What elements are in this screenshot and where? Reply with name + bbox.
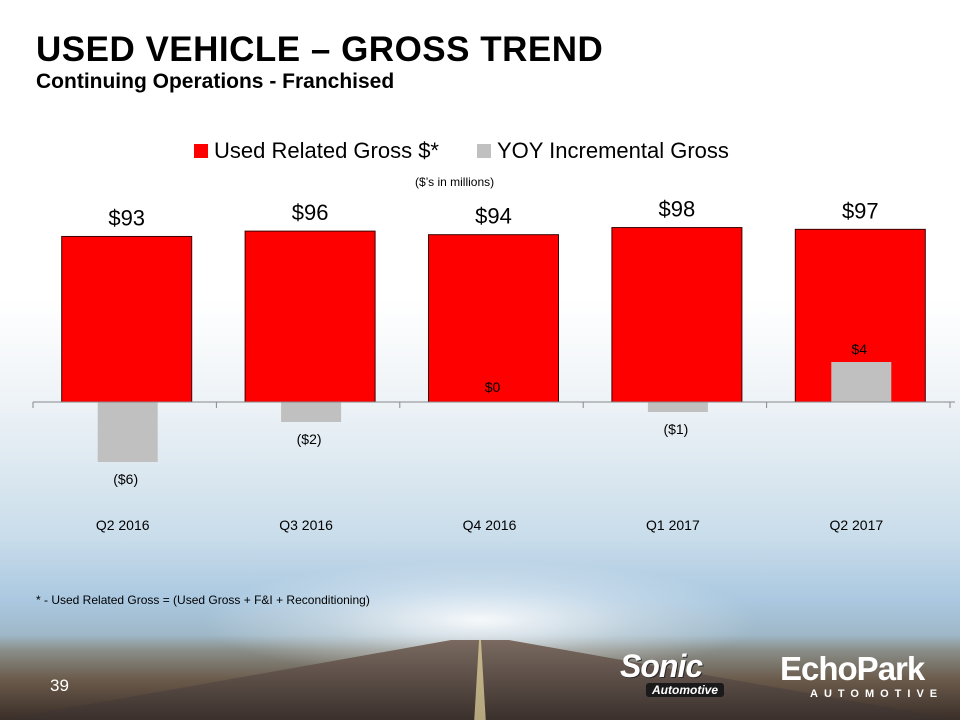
echopark-logo: EchoPark [780, 650, 925, 687]
page-number: 39 [50, 676, 69, 695]
sonic-automotive-logo-sub: Automotive [646, 683, 724, 697]
legend-label-used-gross: Used Related Gross $* [214, 138, 439, 163]
bar-chart: $93 ($6) Q2 2016 $96 ($2) Q3 2016 $94 $0 Q4 2016… [32, 197, 955, 533]
data-label-yoy: $4 [852, 341, 868, 357]
units-note: ($’s in millions) [415, 175, 495, 189]
legend-label-yoy: YOY Incremental Gross [497, 138, 729, 163]
legend-item-yoy: YOY Incremental Gross [477, 138, 729, 164]
data-label-used-gross: $98 [659, 197, 696, 222]
bar-used-gross [428, 234, 559, 403]
bar-yoy [97, 402, 158, 462]
data-label-yoy: ($1) [663, 421, 688, 437]
data-label-yoy: ($6) [113, 471, 138, 487]
x-tick-label: Q3 2016 [279, 517, 333, 533]
chart-legend: Used Related Gross $* YOY Incremental Gr… [194, 138, 767, 164]
data-label-used-gross: $93 [108, 205, 145, 230]
footnote: * - Used Related Gross = (Used Gross + F… [36, 593, 370, 607]
x-tick-label: Q4 2016 [463, 517, 517, 533]
data-label-used-gross: $96 [292, 200, 329, 225]
slide-subtitle: Continuing Operations - Franchised [36, 70, 395, 93]
data-label-used-gross: $94 [475, 204, 512, 229]
data-label-yoy: ($2) [297, 431, 322, 447]
background-road-line [474, 640, 486, 720]
x-tick-label: Q1 2017 [646, 517, 700, 533]
bar-yoy [281, 402, 342, 422]
bar-used-gross [611, 227, 743, 403]
bar-yoy [831, 362, 892, 402]
x-tick-label: Q2 2017 [829, 517, 883, 533]
slide-title: USED VEHICLE – GROSS TREND [36, 30, 604, 69]
legend-swatch-used-gross [194, 144, 208, 158]
bar-used-gross [244, 230, 376, 403]
data-label-yoy: $0 [485, 379, 501, 395]
data-label-used-gross: $97 [842, 198, 879, 223]
x-tick-label: Q2 2016 [96, 517, 150, 533]
sonic-automotive-logo: Sonic [620, 648, 703, 684]
echopark-logo-sub: AUTOMOTIVE [810, 688, 944, 700]
legend-swatch-yoy [477, 144, 491, 158]
legend-item-used-gross: Used Related Gross $* [194, 138, 439, 164]
bar-yoy [647, 402, 708, 412]
bar-used-gross [61, 235, 193, 403]
